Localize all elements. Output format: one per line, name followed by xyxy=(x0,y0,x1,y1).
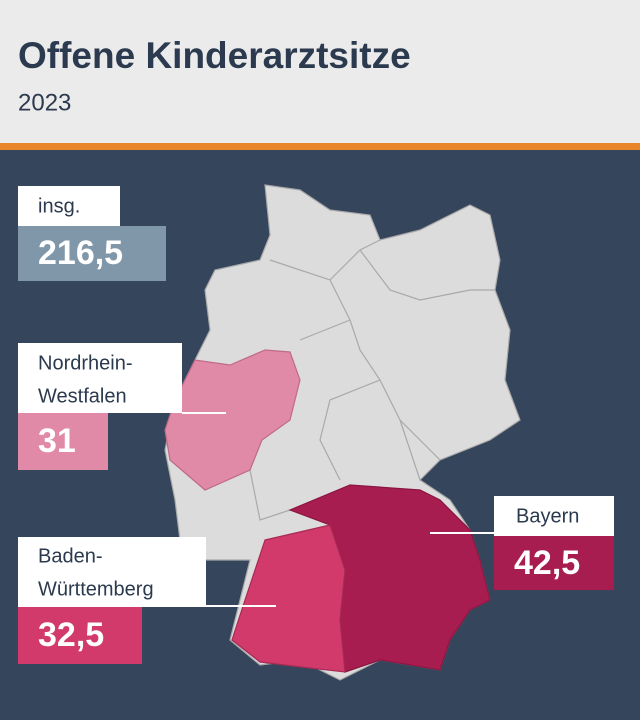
value-box xyxy=(18,226,166,281)
region-value: 42,5 xyxy=(514,544,580,582)
total-value: 216,5 xyxy=(38,234,123,272)
pointers xyxy=(182,412,494,607)
region-label: Westfalen xyxy=(38,385,127,407)
label-box xyxy=(18,186,120,226)
subtitle: 2023 xyxy=(18,89,71,116)
value-box xyxy=(18,607,142,664)
title: Offene Kinderarztsitze xyxy=(18,35,411,76)
header xyxy=(0,0,640,144)
region-label: Baden- xyxy=(38,545,103,567)
label-box xyxy=(18,537,206,607)
region-value: 31 xyxy=(38,422,76,460)
label-box xyxy=(18,343,182,413)
baden-wuerttemberg xyxy=(231,524,346,673)
nrw xyxy=(164,349,301,491)
region-label: Württemberg xyxy=(38,578,154,600)
value-box xyxy=(494,536,614,590)
region-label: Bayern xyxy=(516,505,579,527)
total-label: insg. xyxy=(38,195,80,217)
label-box xyxy=(494,496,614,536)
map xyxy=(164,184,521,681)
border xyxy=(249,239,495,521)
value-box xyxy=(18,413,108,470)
region-label: Nordrhein- xyxy=(38,352,132,374)
accent-line xyxy=(0,143,640,150)
region-value: 32,5 xyxy=(38,616,104,654)
